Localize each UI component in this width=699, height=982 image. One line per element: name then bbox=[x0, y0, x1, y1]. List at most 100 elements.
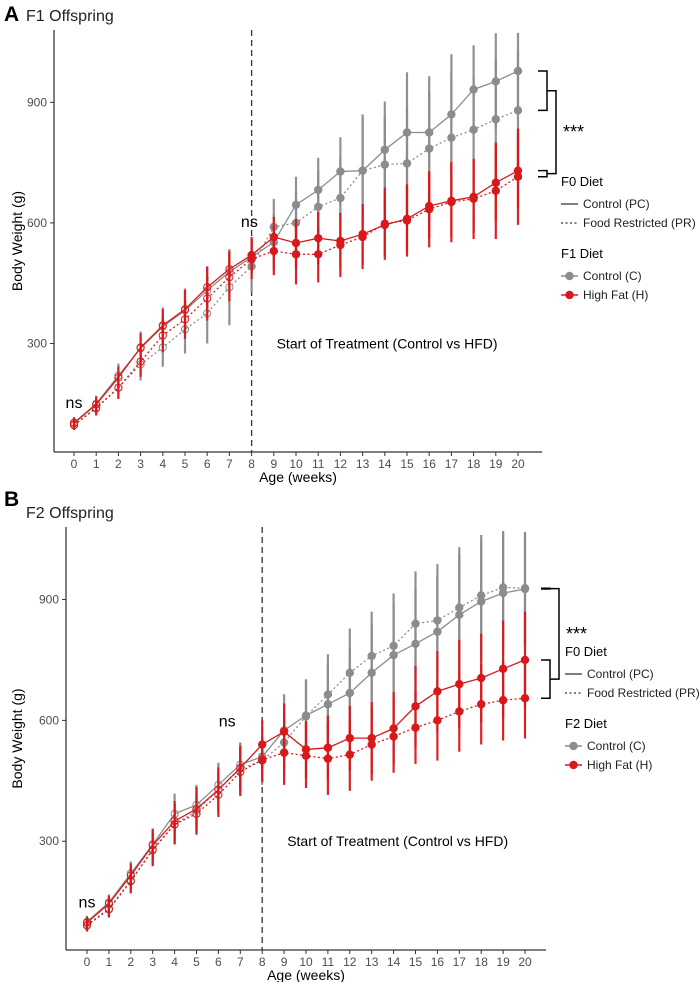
x-tick-label: 13 bbox=[365, 955, 379, 969]
data-point bbox=[469, 125, 478, 134]
x-tick-label: 19 bbox=[496, 955, 510, 969]
x-tick-label: 2 bbox=[127, 955, 134, 969]
annotation-ns: ns bbox=[79, 895, 96, 912]
data-point bbox=[477, 591, 486, 600]
y-axis-title: Body Weight (g) bbox=[9, 688, 25, 788]
data-point bbox=[433, 616, 442, 625]
data-point bbox=[114, 383, 123, 392]
x-tick-label: 1 bbox=[93, 457, 100, 471]
legend: F0 Diet Control (PC) Food Restricted (PR) F… bbox=[561, 174, 696, 302]
data-point bbox=[301, 712, 311, 721]
bracket-highfat bbox=[541, 659, 551, 699]
data-point bbox=[447, 197, 456, 207]
annotation-ns: ns bbox=[66, 395, 83, 412]
x-tick-label: 14 bbox=[378, 457, 392, 471]
data-point bbox=[513, 106, 523, 115]
treatment-label: Start of Treatment (Control vs HFD) bbox=[277, 335, 498, 351]
x-tick-label: 3 bbox=[137, 457, 144, 471]
data-point bbox=[336, 240, 345, 250]
data-point bbox=[214, 790, 223, 800]
x-tick-label: 9 bbox=[281, 955, 288, 969]
data-point bbox=[367, 651, 376, 661]
x-tick-label: 12 bbox=[343, 955, 357, 969]
data-point bbox=[126, 876, 135, 885]
x-tick-label: 7 bbox=[226, 457, 233, 471]
x-tick-label: 3 bbox=[149, 955, 156, 969]
legend-title: F2 Diet bbox=[565, 716, 607, 731]
legend-title: F0 Diet bbox=[565, 644, 607, 659]
data-point bbox=[498, 583, 508, 592]
data-point bbox=[136, 357, 145, 366]
legend-label: Control (PC) bbox=[587, 667, 654, 681]
x-tick-label: 12 bbox=[334, 457, 348, 471]
data-point bbox=[258, 755, 267, 765]
legend-label: Control (C) bbox=[587, 739, 646, 753]
x-tick-label: 17 bbox=[445, 457, 459, 471]
x-tick-label: 15 bbox=[409, 955, 423, 969]
y-tick-label: 300 bbox=[39, 834, 59, 848]
panel-letter: B bbox=[4, 488, 19, 511]
x-tick-label: 8 bbox=[248, 457, 255, 471]
x-tick-label: 15 bbox=[400, 457, 414, 471]
legend-title: F1 Diet bbox=[561, 246, 603, 261]
legend-control-marker bbox=[565, 271, 574, 281]
data-point bbox=[247, 254, 256, 264]
data-point bbox=[425, 144, 434, 153]
significance-stars: *** bbox=[563, 122, 584, 142]
data-point bbox=[455, 707, 464, 716]
data-point bbox=[323, 690, 333, 699]
legend-title: F0 Diet bbox=[561, 174, 603, 189]
x-tick-label: 6 bbox=[204, 457, 211, 471]
series-line bbox=[73, 176, 519, 426]
legend-label: High Fat (H) bbox=[583, 288, 648, 302]
x-tick-label: 0 bbox=[71, 457, 78, 471]
x-tick-label: 6 bbox=[215, 955, 222, 969]
data-point bbox=[192, 809, 201, 818]
y-tick-label: 900 bbox=[27, 95, 47, 109]
treatment-label: Start of Treatment (Control vs HFD) bbox=[287, 833, 508, 849]
x-tick-label: 10 bbox=[299, 955, 313, 969]
bracket-comparison bbox=[547, 89, 557, 175]
legend-label: Control (PC) bbox=[583, 197, 650, 211]
data-point bbox=[380, 160, 389, 169]
data-point bbox=[491, 186, 500, 195]
x-tick-label: 11 bbox=[322, 955, 335, 969]
x-tick-label: 14 bbox=[387, 955, 401, 969]
data-point bbox=[491, 115, 500, 124]
x-axis-title: Age (weeks) bbox=[259, 469, 337, 485]
x-axis-title: Age (weeks) bbox=[267, 967, 345, 982]
data-point bbox=[345, 750, 354, 759]
bracket-control bbox=[541, 587, 551, 590]
panel-title: F2 Offspring bbox=[26, 505, 114, 522]
x-tick-label: 5 bbox=[182, 457, 189, 471]
data-point bbox=[425, 205, 434, 214]
legend-highfat-marker bbox=[569, 760, 578, 770]
data-point bbox=[520, 694, 530, 703]
x-tick-label: 7 bbox=[237, 955, 244, 969]
bracket-comparison bbox=[550, 587, 560, 680]
data-point bbox=[389, 732, 398, 741]
data-point bbox=[358, 166, 367, 175]
series-pr-h bbox=[69, 128, 523, 430]
panel-letter: A bbox=[4, 3, 19, 26]
legend-label: High Fat (H) bbox=[587, 758, 652, 772]
data-point bbox=[148, 845, 157, 855]
data-point bbox=[180, 315, 190, 324]
x-tick-label: 9 bbox=[270, 457, 277, 471]
data-point bbox=[323, 754, 333, 763]
x-tick-label: 20 bbox=[518, 955, 532, 969]
data-point bbox=[203, 294, 212, 303]
data-point bbox=[170, 820, 179, 829]
data-point bbox=[269, 246, 278, 256]
legend-label: Control (C) bbox=[583, 269, 642, 283]
x-tick-label: 1 bbox=[106, 955, 113, 969]
x-tick-label: 16 bbox=[431, 955, 445, 969]
x-tick-label: 18 bbox=[467, 457, 481, 471]
data-point bbox=[314, 202, 323, 212]
legend-label: Food Restricted (PR) bbox=[583, 216, 696, 230]
x-tick-label: 17 bbox=[453, 955, 467, 969]
data-point bbox=[433, 716, 442, 725]
data-point bbox=[498, 696, 508, 705]
series-pr-h bbox=[82, 657, 530, 932]
